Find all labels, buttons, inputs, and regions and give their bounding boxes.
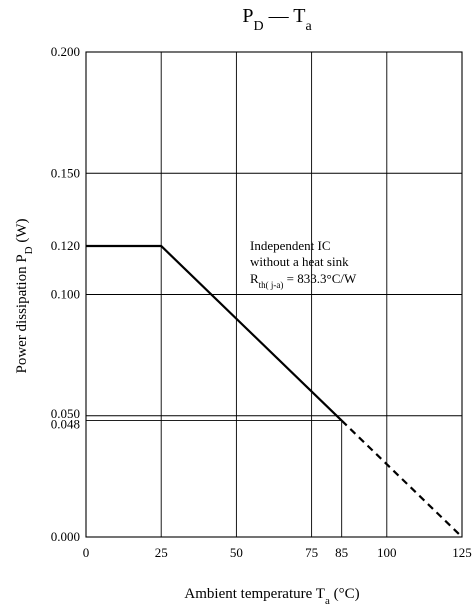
annotation-line-1: Independent IC: [250, 238, 331, 253]
derating-line-dashed: [340, 419, 463, 538]
annotation-line-2: without a heat sink: [250, 254, 349, 269]
y-tick-label: 0.000: [51, 529, 80, 544]
x-axis-label: Ambient temperature Ta (°C): [184, 586, 359, 607]
series-layer: [86, 244, 463, 538]
y-tick-label: 0.200: [51, 44, 80, 59]
chart-title: PD — Ta: [242, 5, 312, 34]
x-tick-label: 85: [335, 545, 348, 560]
x-tick-label: 125: [452, 545, 472, 560]
title-second-sub: a: [305, 19, 312, 34]
derating-line-solid: [86, 244, 343, 422]
x-tick-label: 100: [377, 545, 397, 560]
y-tick-label: 0.048: [51, 417, 80, 432]
y-tick-label: 0.050: [51, 406, 80, 421]
plot-frame: [85, 51, 463, 538]
y-axis-label-unit: (W): [14, 218, 30, 246]
title-main-sub: D: [253, 19, 263, 34]
y-axis-label: Power dissipation PD (W): [14, 218, 35, 373]
title-main: P: [242, 5, 253, 27]
title-sep: —: [264, 5, 294, 27]
annotation-r-value: = 833.3°C/W: [283, 271, 357, 286]
annotation-r: R: [250, 271, 259, 286]
x-tick-labels: 0 25 50 75 85 100 125: [83, 545, 472, 560]
x-tick-label: 25: [155, 545, 168, 560]
x-axis-label-unit: (°C): [330, 586, 360, 602]
y-tick-label: 0.100: [51, 287, 80, 302]
y-tick-label: 0.150: [51, 165, 80, 180]
x-tick-label: 75: [305, 545, 318, 560]
annotation-r-sub: th( j-a): [259, 280, 284, 290]
x-tick-label: 0: [83, 545, 90, 560]
y-axis-label-sub: D: [23, 246, 35, 254]
y-tick-label: 0.120: [51, 238, 80, 253]
y-axis-label-text: Power dissipation P: [14, 254, 30, 373]
title-second: T: [293, 5, 305, 27]
x-axis-label-text: Ambient temperature T: [184, 586, 325, 602]
annotation-line-3: Rth( j-a) = 833.3°C/W: [250, 271, 357, 290]
grid-lines: [86, 52, 462, 537]
x-axis-label-sub: a: [325, 595, 330, 607]
marker-lines: [86, 420, 343, 537]
x-tick-label: 50: [230, 545, 243, 560]
